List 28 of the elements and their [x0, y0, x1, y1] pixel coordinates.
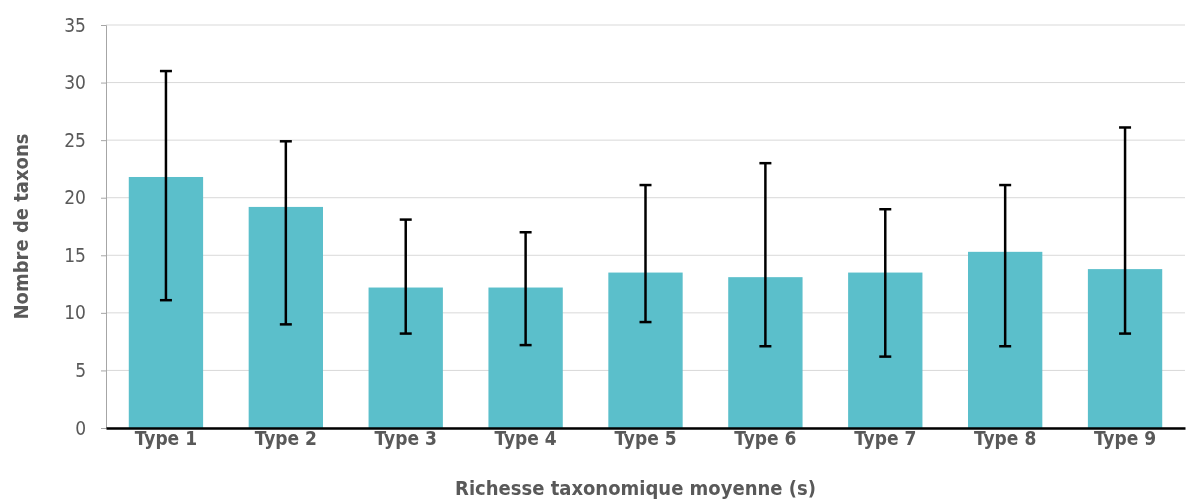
x-tick-label: Type 8 [974, 427, 1037, 449]
bar [608, 272, 683, 428]
bar [968, 251, 1043, 428]
bar [128, 176, 204, 428]
bar [368, 287, 443, 428]
x-tick-label: Type 3 [374, 427, 437, 449]
x-tick-label: Type 4 [494, 427, 557, 449]
bar [488, 287, 563, 428]
y-tick-label: 0 [75, 416, 86, 439]
y-tick-label: 15 [64, 243, 86, 266]
bar [248, 206, 323, 428]
y-tick-label: 25 [64, 128, 86, 151]
x-axis-title: Richesse taxonomique moyenne (s) [455, 476, 816, 500]
x-tick-label: Type 1 [134, 427, 198, 449]
y-tick-label: 35 [64, 13, 86, 36]
bar [1087, 269, 1163, 428]
y-axis-title: Nombre de taxons [9, 133, 33, 320]
x-tick-label: Type 6 [734, 427, 797, 449]
bar [728, 277, 803, 428]
bar [848, 272, 923, 428]
x-tick-label: Type 2 [254, 427, 317, 449]
y-tick-label: 10 [64, 301, 86, 324]
y-tick-label: 20 [64, 186, 86, 209]
x-tick-label: Type 7 [854, 427, 917, 449]
x-tick-label: Type 9 [1093, 427, 1157, 449]
x-tick-label: Type 5 [614, 427, 677, 449]
y-tick-label: 30 [64, 71, 86, 94]
y-tick-label: 5 [75, 359, 86, 382]
